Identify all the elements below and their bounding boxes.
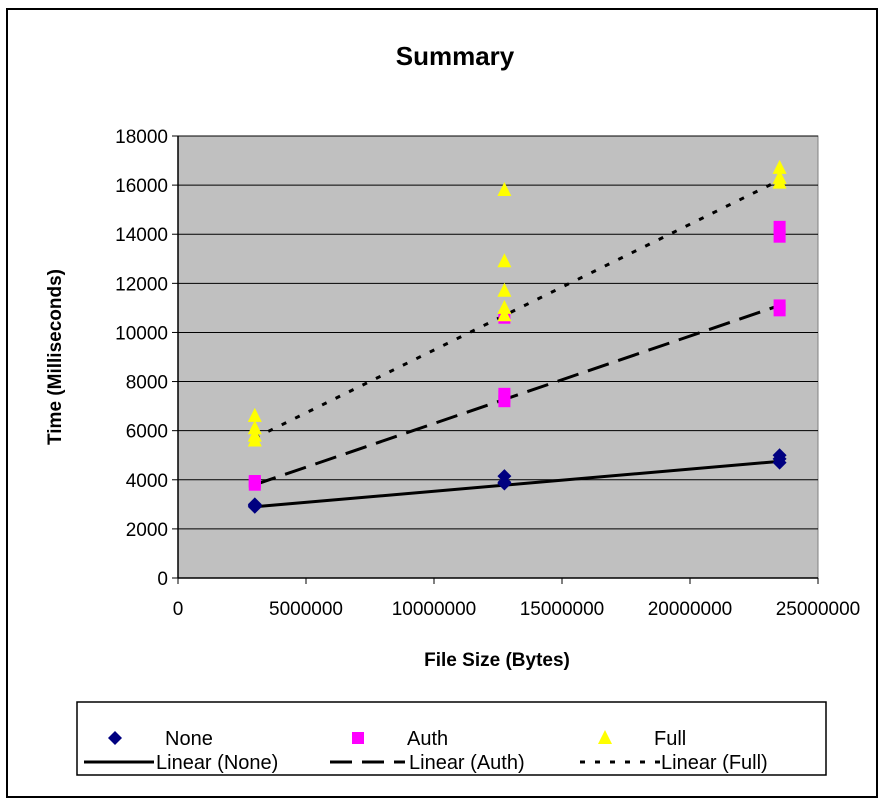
- point-full: [497, 307, 512, 322]
- point-auth: [773, 230, 786, 243]
- legend-label-auth: Auth: [407, 728, 448, 750]
- plot-area: [177, 135, 819, 579]
- data-points: [247, 159, 787, 514]
- point-full: [772, 169, 787, 184]
- y-tick-label: 14000: [115, 225, 168, 246]
- x-tick-labels: 0 5000000 10000000 15000000 20000000 25000000: [173, 599, 861, 620]
- legend-label-full: Full: [654, 728, 686, 750]
- chart-title: Summary: [396, 41, 515, 71]
- point-auth: [498, 387, 511, 400]
- gridlines: [178, 135, 818, 530]
- x-axis-label: File Size (Bytes): [424, 650, 570, 671]
- x-tick-label: 10000000: [392, 599, 477, 620]
- legend-box: [76, 701, 827, 776]
- point-none: [497, 469, 512, 484]
- y-tick-labels: 0 2000 4000 6000 8000 10000 12000 14000 16000 180…: [115, 127, 168, 590]
- y-tick-label: 16000: [115, 176, 168, 197]
- point-full: [247, 420, 262, 435]
- point-none: [247, 497, 262, 512]
- legend-label-trend-1: Linear (Auth): [409, 752, 525, 774]
- trendline-linear-auth: [254, 304, 781, 487]
- legend-label-trend-2: Linear (Full): [661, 752, 768, 774]
- legend-marker-none: [108, 731, 122, 745]
- point-full: [497, 299, 512, 314]
- point-full: [497, 182, 512, 197]
- y-tick-label: 2000: [126, 520, 168, 541]
- legend-marker-full: [598, 730, 612, 744]
- point-auth: [773, 299, 786, 312]
- x-tick-label: 20000000: [648, 599, 733, 620]
- y-tick-label: 8000: [126, 373, 168, 394]
- legend-label-none: None: [165, 728, 213, 750]
- x-tick-label: 0: [173, 599, 184, 620]
- y-tick-label: 12000: [115, 274, 168, 295]
- y-tick-label: 6000: [126, 422, 168, 443]
- legend: None Auth Full Linear (None) Linear (Auth) Li…: [84, 728, 768, 774]
- point-full: [772, 159, 787, 174]
- point-full: [497, 282, 512, 297]
- y-tick-label: 18000: [115, 127, 168, 148]
- legend-label-trend-0: Linear (None): [156, 752, 278, 774]
- x-tick-label: 15000000: [520, 599, 605, 620]
- trendline-linear-none: [254, 459, 780, 509]
- point-auth: [773, 220, 786, 233]
- y-axis-label: Time (Milliseconds): [45, 269, 66, 445]
- point-none: [772, 448, 787, 463]
- point-auth: [248, 475, 261, 488]
- point-full: [247, 407, 262, 422]
- point-full: [497, 253, 512, 268]
- x-tick-label: 25000000: [776, 599, 861, 620]
- point-full: [247, 427, 262, 442]
- axes: [172, 135, 819, 584]
- x-tick-label: 5000000: [269, 599, 343, 620]
- legend-marker-auth: [352, 732, 364, 744]
- y-tick-label: 4000: [126, 471, 168, 492]
- y-tick-label: 0: [157, 569, 168, 590]
- trendlines: [254, 178, 781, 509]
- y-tick-label: 10000: [115, 323, 168, 344]
